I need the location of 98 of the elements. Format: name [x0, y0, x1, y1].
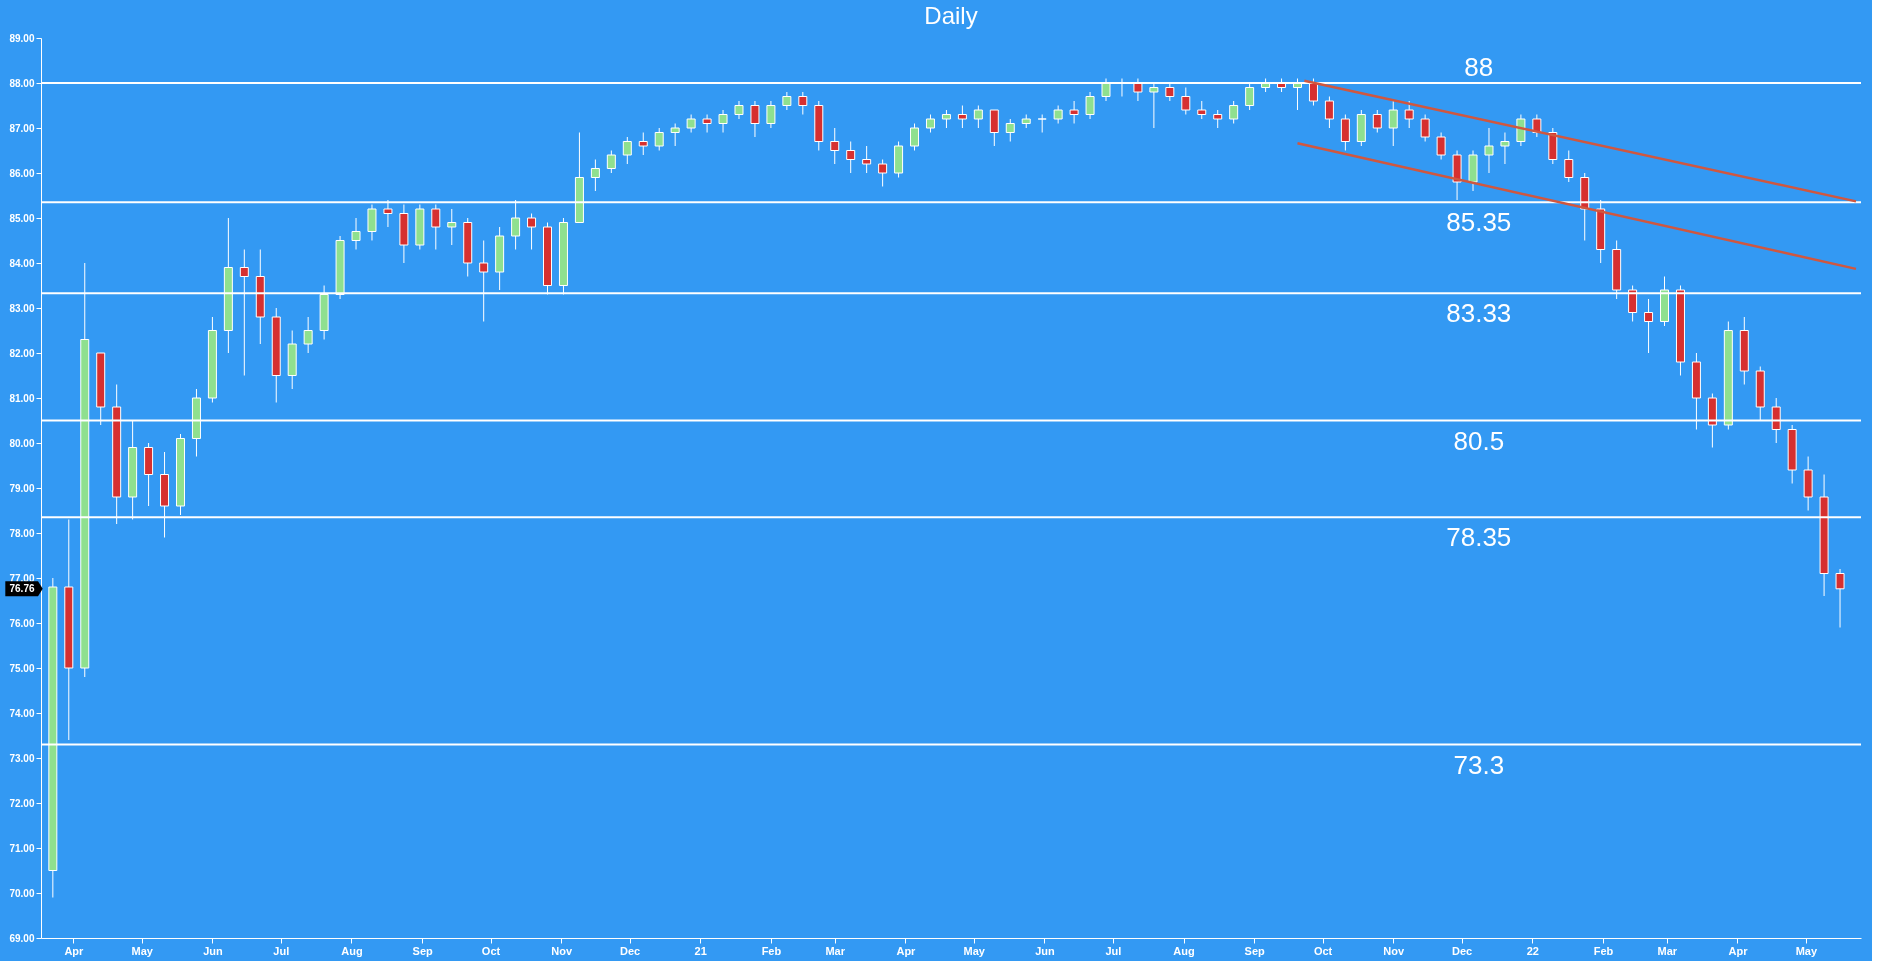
- x-tick-label: Mar: [825, 944, 846, 957]
- x-tick-label: Sep: [1244, 944, 1266, 957]
- candlestick: [766, 100, 776, 129]
- x-tick-label: Oct: [1313, 944, 1333, 957]
- candlestick: [910, 123, 920, 151]
- ref-line-label: 83.33: [1446, 298, 1512, 329]
- candlestick: [973, 105, 983, 129]
- candlestick: [447, 208, 457, 246]
- x-tick-label: Apr: [1728, 944, 1749, 957]
- candlestick: [718, 109, 728, 133]
- candlestick: [702, 114, 712, 133]
- y-tick-label: 69.00: [9, 932, 35, 944]
- candlestick: [1388, 100, 1398, 147]
- candlestick: [846, 141, 856, 174]
- candlestick: [830, 127, 840, 165]
- y-tick-label: 85.00: [9, 212, 35, 224]
- y-tick-label: 72.00: [9, 797, 35, 809]
- x-tick-label: Sep: [412, 944, 433, 957]
- candlestick: [1404, 100, 1414, 129]
- y-tick-label: 83.00: [9, 302, 35, 314]
- candlestick: [1436, 132, 1446, 160]
- y-tick-label: 87.00: [9, 122, 35, 134]
- x-tick-label: Aug: [1173, 944, 1195, 957]
- candlestick: [1644, 298, 1654, 354]
- x-tick-label: Dec: [1452, 944, 1473, 957]
- y-tick-label: 73.00: [9, 752, 35, 764]
- candlestick: [1324, 96, 1334, 129]
- candlestick: [654, 127, 664, 151]
- ref-line-label: 78.35: [1446, 522, 1512, 553]
- y-tick-label: 70.00: [9, 887, 35, 899]
- x-tick-label: 21: [694, 944, 707, 957]
- x-tick-label: Oct: [481, 944, 501, 957]
- candlestick: [1484, 127, 1494, 174]
- x-tick-label: Mar: [1657, 944, 1678, 957]
- candlestick: [1229, 100, 1239, 124]
- x-tick-label: Aug: [341, 944, 363, 957]
- x-tick-label: Dec: [619, 944, 641, 957]
- candlestick: [351, 217, 361, 250]
- x-tick-label: Jun: [1035, 944, 1056, 957]
- candlestick: [670, 123, 680, 147]
- y-tick-label: 86.00: [9, 167, 35, 179]
- x-tick-label: May: [1795, 944, 1818, 957]
- candlestick: [622, 136, 632, 165]
- ref-line-label: 80.5: [1453, 425, 1505, 456]
- candlestick: [1516, 114, 1526, 147]
- x-tick-label: Feb: [761, 944, 782, 957]
- y-tick-label: 81.00: [9, 392, 35, 404]
- candlestick: [431, 204, 441, 250]
- x-tick-label: Apr: [896, 944, 917, 957]
- candlestick: [1085, 91, 1095, 120]
- y-tick-label: 88.00: [9, 77, 35, 89]
- candlestick: [798, 91, 808, 115]
- y-tick-label: 75.00: [9, 662, 35, 674]
- y-tick-label: 82.00: [9, 347, 35, 359]
- y-tick-label: 80.00: [9, 437, 35, 449]
- x-tick-label: Jul: [1105, 944, 1122, 957]
- ref-line-label: 88: [1464, 52, 1494, 82]
- y-tick-label: 78.00: [9, 527, 35, 539]
- candlestick: [957, 105, 967, 129]
- candlestick: [1372, 109, 1382, 133]
- candlestick: [1420, 114, 1430, 142]
- y-tick-label: 74.00: [9, 707, 35, 719]
- y-tick-label: 77.00: [9, 572, 35, 584]
- x-tick-label: Jun: [203, 944, 223, 957]
- x-tick-label: May: [963, 944, 986, 957]
- x-tick-label: Feb: [1593, 944, 1614, 957]
- candlestick: [638, 132, 648, 156]
- candlestick: [862, 145, 872, 174]
- candlestick: [989, 109, 999, 147]
- chart-title: Daily: [924, 2, 978, 29]
- candlestick: [750, 100, 760, 138]
- y-tick-label: 89.00: [9, 32, 35, 44]
- candlestick: [1069, 100, 1079, 124]
- x-tick-label: May: [131, 944, 154, 957]
- candlestick: [527, 213, 537, 250]
- x-tick-label: 22: [1526, 944, 1539, 957]
- ref-line-label: 85.35: [1446, 207, 1512, 238]
- y-tick-label: 76.00: [9, 617, 35, 629]
- ref-line-label: 73.3: [1453, 749, 1505, 780]
- candlestick: [303, 316, 313, 354]
- x-tick-label: Jul: [273, 944, 290, 957]
- candlestick: [1340, 114, 1350, 151]
- x-tick-label: Apr: [64, 944, 85, 957]
- candlestick: [1835, 568, 1845, 628]
- x-tick-label: Nov: [1383, 944, 1406, 957]
- y-tick-label: 84.00: [9, 257, 35, 269]
- candlestick: [590, 159, 600, 192]
- candlestick: [1564, 150, 1574, 183]
- candlestick: [1181, 87, 1191, 115]
- x-tick-label: Nov: [551, 944, 573, 957]
- y-tick-label: 71.00: [9, 842, 35, 854]
- candlestick: [1005, 118, 1015, 142]
- annotation: 76.76: [9, 582, 35, 594]
- y-tick-label: 79.00: [9, 482, 35, 494]
- candlestick: [606, 150, 616, 174]
- candlestick: [878, 159, 888, 187]
- candlestick: [1500, 132, 1510, 165]
- candlestick: [367, 204, 377, 241]
